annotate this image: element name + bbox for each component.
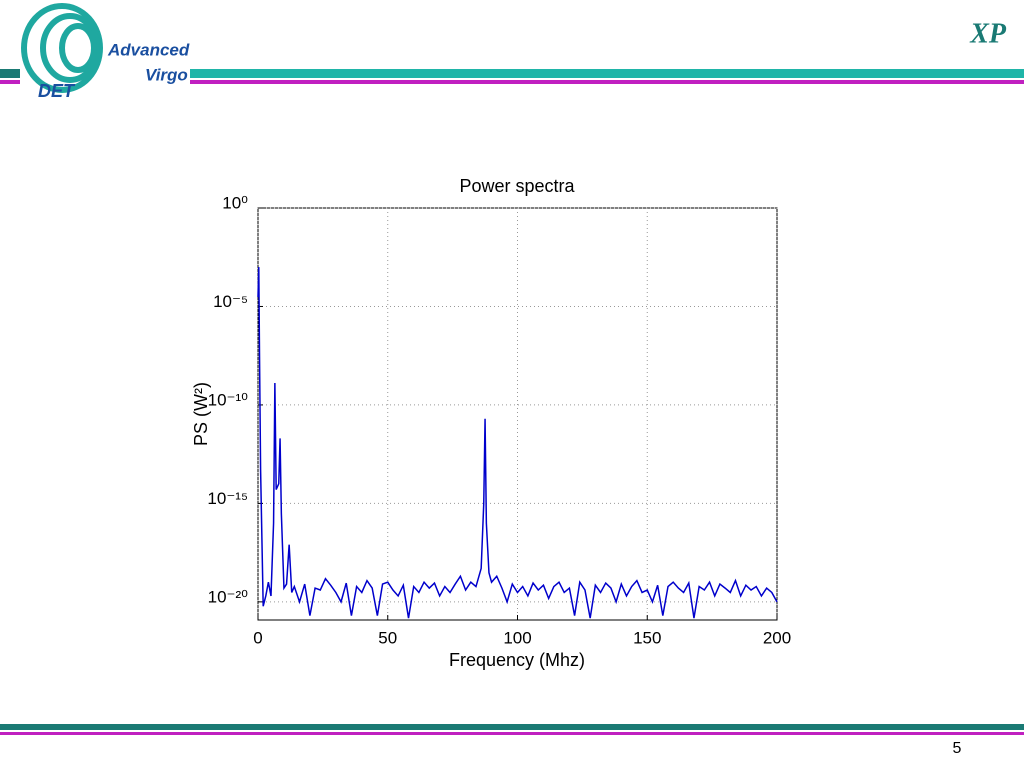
plot-frame [257, 207, 778, 621]
footer-bar [0, 724, 1024, 730]
x-tick-label: 100 [503, 628, 531, 647]
logo-ring [59, 23, 97, 73]
logo-text: Advanced [107, 40, 190, 59]
y-tick-label: 10⁻¹⁵ [207, 489, 248, 508]
page-number: 5 [953, 740, 962, 757]
header-line-left [0, 80, 20, 84]
plot-area: 0 50 100 150 200 10⁰ 10⁻⁵ 10⁻¹⁰ 10⁻¹⁵ 10⁻²⁰ [207, 193, 791, 647]
x-tick-label: 200 [763, 628, 791, 647]
y-tick-label: 10⁻⁵ [213, 292, 248, 311]
x-tick-label: 50 [378, 628, 397, 647]
header-line [190, 80, 1024, 84]
y-axis-label: PS (W²) [191, 382, 211, 446]
header-bar-left [0, 69, 20, 78]
chart-title: Power spectra [459, 176, 575, 196]
x-axis-label: Frequency (Mhz) [449, 650, 585, 670]
y-tick-label: 10⁻²⁰ [208, 587, 249, 606]
section-label: XP [969, 18, 1007, 49]
x-tick-label: 0 [253, 628, 262, 647]
y-tick-label: 10⁰ [222, 193, 248, 212]
logo-tag: DET [38, 81, 76, 101]
spectrum-line [257, 267, 778, 619]
footer-line [0, 732, 1024, 735]
logo [21, 3, 103, 93]
x-tick-label: 150 [633, 628, 661, 647]
y-tick-label: 10⁻¹⁰ [208, 390, 249, 409]
header-bar [190, 69, 1024, 78]
logo-text: Virgo [145, 65, 188, 84]
